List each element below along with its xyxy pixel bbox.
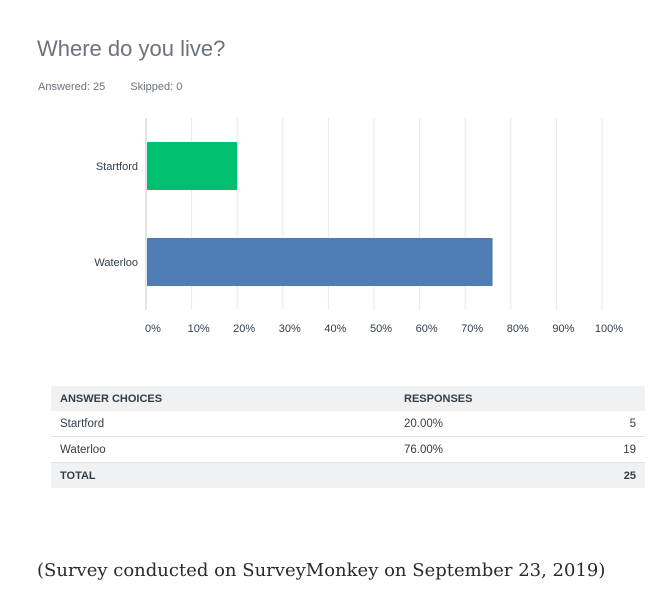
- x-tick-label: 70%: [461, 323, 483, 335]
- x-tick-label: 100%: [595, 323, 623, 335]
- chart-x-ticks: 0% 10% 20% 30% 40% 50% 60% 70% 80% 90% 100%: [145, 323, 623, 335]
- row-count: 19: [579, 436, 645, 463]
- x-tick-label: 20%: [233, 323, 255, 335]
- bar-startford: [147, 142, 238, 190]
- category-label: Startford: [96, 161, 138, 173]
- survey-caption: (Survey conducted on SurveyMonkey on Sep…: [37, 560, 606, 581]
- chart-bars: [147, 142, 493, 286]
- skipped-count: Skipped: 0: [130, 81, 183, 93]
- row-count: 5: [579, 411, 645, 437]
- row-percent: 20.00%: [395, 411, 580, 437]
- x-tick-label: 0%: [145, 323, 161, 335]
- table-row: Waterloo 76.00% 19: [51, 436, 645, 463]
- x-tick-label: 60%: [416, 323, 438, 335]
- x-tick-label: 90%: [552, 323, 574, 335]
- row-choice: Startford: [51, 411, 395, 437]
- x-tick-label: 50%: [370, 323, 392, 335]
- header-count: [579, 386, 645, 411]
- total-count: 25: [579, 462, 645, 488]
- header-responses: RESPONSES: [395, 386, 580, 411]
- x-tick-label: 30%: [279, 323, 301, 335]
- chart-category-labels: Startford Waterloo: [94, 161, 138, 269]
- header-answer-choices: ANSWER CHOICES: [51, 386, 395, 411]
- x-tick-label: 40%: [324, 323, 346, 335]
- total-spacer: [395, 462, 580, 488]
- answered-count: Answered: 25: [38, 81, 106, 93]
- table-row: Startford 20.00% 5: [51, 411, 645, 437]
- x-tick-label: 10%: [188, 323, 210, 335]
- bar-waterloo: [147, 238, 493, 286]
- table-header-row: ANSWER CHOICES RESPONSES: [51, 386, 645, 411]
- question-title: Where do you live?: [37, 36, 226, 61]
- total-label: TOTAL: [51, 462, 395, 488]
- row-percent: 76.00%: [395, 436, 580, 463]
- bar-chart: Startford Waterloo 0% 10% 20% 30% 40% 50% 60% 70…: [94, 118, 623, 335]
- category-label: Waterloo: [94, 257, 138, 269]
- row-choice: Waterloo: [51, 436, 395, 463]
- response-meta: Answered: 25 Skipped: 0: [38, 81, 204, 93]
- x-tick-label: 80%: [507, 323, 529, 335]
- response-table: ANSWER CHOICES RESPONSES Startford 20.00…: [51, 386, 645, 488]
- table-total-row: TOTAL 25: [51, 462, 645, 488]
